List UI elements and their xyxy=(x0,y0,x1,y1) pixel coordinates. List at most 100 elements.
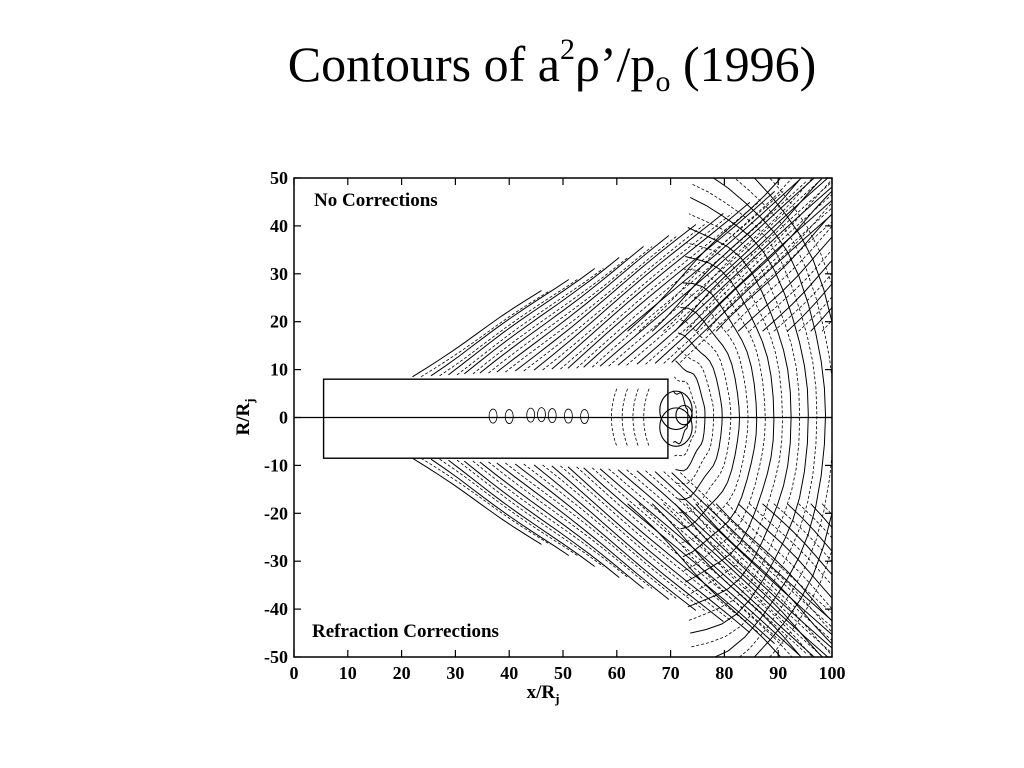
contour-dashed xyxy=(773,503,832,563)
contour-dashed xyxy=(505,462,678,600)
contour-solid xyxy=(504,409,514,424)
contour-dashed xyxy=(686,179,832,332)
contour-dashed xyxy=(523,224,705,372)
contour-solid xyxy=(583,467,800,655)
contour-dashed xyxy=(691,183,818,648)
y-tick-label: 50 xyxy=(270,168,288,188)
contour-solid xyxy=(762,503,832,576)
contour-solid xyxy=(463,257,620,375)
contour-solid xyxy=(715,213,832,332)
contour-dashed xyxy=(472,257,629,375)
x-tick-label: 40 xyxy=(500,663,518,683)
contour-dashed xyxy=(681,293,749,543)
contour-solid xyxy=(654,471,832,636)
contour-solid xyxy=(651,178,802,332)
contour-solid xyxy=(671,213,832,363)
contour-solid xyxy=(715,503,832,622)
x-tick-label: 100 xyxy=(819,663,846,683)
y-tick-label: -10 xyxy=(264,455,288,475)
contour-solid xyxy=(580,409,589,424)
contour-dashed xyxy=(663,503,813,657)
contour-dashed xyxy=(608,468,824,657)
contour-solid xyxy=(810,306,832,332)
contour-dashed xyxy=(680,221,832,363)
contour-dashed xyxy=(645,470,832,642)
contour-dashed xyxy=(773,272,832,332)
y-axis-ticks: 50 40 30 20 10 0 -10 -20 -30 -40 -50 xyxy=(264,168,832,667)
contour-dashed xyxy=(576,466,784,644)
contour-solid xyxy=(599,178,815,367)
contour-dashed xyxy=(591,180,808,368)
contour-dashed xyxy=(638,178,793,332)
contour-dashed xyxy=(798,503,832,539)
y-tick-label: 20 xyxy=(270,312,288,332)
contour-solid xyxy=(712,178,827,657)
contour-solid xyxy=(488,408,498,424)
contour-solid xyxy=(695,503,832,645)
contour-dashed xyxy=(686,503,832,656)
slide-title: Contours of a2ρ’/po (1996) xyxy=(287,33,817,98)
contour-dashed xyxy=(472,460,629,578)
contour-dashed xyxy=(727,225,832,332)
contour-lines xyxy=(412,178,832,657)
contour-solid xyxy=(412,457,542,545)
contour-dashed xyxy=(523,463,705,611)
contour-solid xyxy=(659,407,693,447)
contour-dashed xyxy=(439,458,578,556)
contour-solid xyxy=(627,178,782,332)
contour-dashed xyxy=(663,178,813,332)
x-axis-ticks: 0 10 20 30 40 50 60 70 80 90 100 xyxy=(290,178,846,683)
contour-dashed xyxy=(683,268,766,571)
y-tick-label: 40 xyxy=(270,216,288,236)
contour-solid xyxy=(448,268,595,376)
contour-dashed xyxy=(488,246,653,374)
contour-solid xyxy=(496,235,670,373)
contour-solid xyxy=(810,503,832,529)
contour-solid xyxy=(551,202,751,370)
contour-solid xyxy=(567,466,775,644)
contour-dashed xyxy=(626,181,832,366)
y-tick-label: -50 xyxy=(264,647,288,667)
contour-solid xyxy=(672,390,689,445)
contour-dashed xyxy=(576,191,784,369)
x-tick-label: 60 xyxy=(608,663,626,683)
contour-solid xyxy=(636,470,832,649)
upper-panel-label: No Corrections xyxy=(314,190,438,211)
contour-dashed xyxy=(821,503,832,516)
contour-dashed xyxy=(676,346,715,485)
contour-dashed xyxy=(488,461,653,589)
contour-solid xyxy=(526,407,536,423)
x-axis-label: x/Rj xyxy=(527,682,560,706)
contour-solid xyxy=(599,468,815,657)
contour-solid xyxy=(659,390,693,431)
contour-solid xyxy=(786,283,832,332)
contour-dashed xyxy=(733,178,832,657)
contour-dashed xyxy=(542,213,733,371)
x-tick-label: 50 xyxy=(554,663,572,683)
contour-solid xyxy=(412,290,542,378)
contour-dashed xyxy=(420,290,551,378)
contour-dashed xyxy=(706,202,832,332)
contour-dashed xyxy=(679,318,732,514)
x-tick-label: 90 xyxy=(769,663,787,683)
contour-dashed xyxy=(645,193,832,365)
contour-dashed xyxy=(663,471,832,628)
contour-dashed xyxy=(686,242,783,597)
contour-dashed xyxy=(560,465,759,633)
contour-solid xyxy=(682,282,758,558)
contour-solid xyxy=(533,213,724,371)
contour-solid xyxy=(674,503,824,657)
contour-solid xyxy=(753,178,832,657)
contour-dashed xyxy=(626,469,832,654)
contour-dashed xyxy=(456,268,604,376)
contour-solid xyxy=(675,360,706,472)
y-axis-label: R/Rj xyxy=(233,398,257,435)
contour-dashed xyxy=(706,503,832,633)
contour-solid xyxy=(737,236,832,332)
contour-dashed xyxy=(439,279,578,377)
contour-dashed xyxy=(560,202,759,370)
contour-solid xyxy=(547,408,557,423)
contour-solid xyxy=(430,279,570,377)
contour-solid xyxy=(496,462,670,600)
